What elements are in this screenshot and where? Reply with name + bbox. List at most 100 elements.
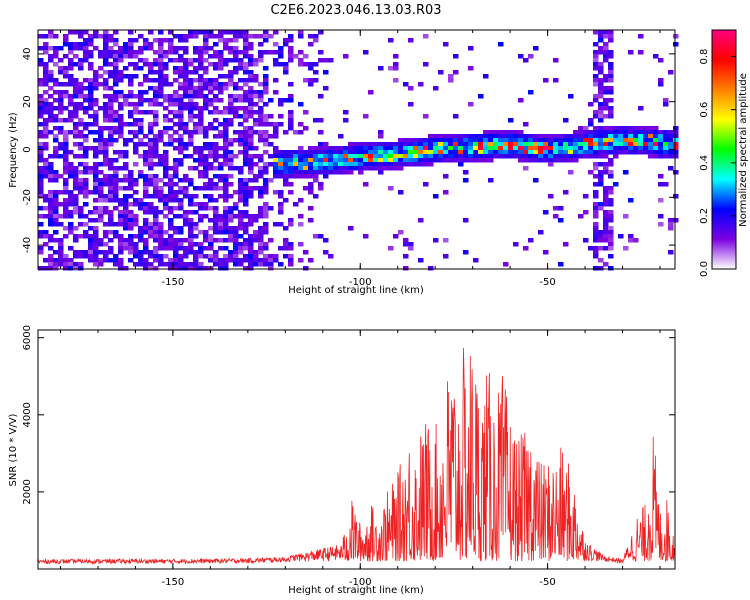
spectrogram-cell xyxy=(568,150,574,155)
spectrogram-cell xyxy=(443,146,449,151)
spectrogram-cell xyxy=(248,262,254,267)
spectrogram-cell xyxy=(273,42,279,47)
spectrogram-cell xyxy=(223,30,229,35)
spectrogram-cell xyxy=(248,142,254,147)
spectrogram-cell xyxy=(128,214,134,219)
spectrogram-cell xyxy=(93,74,99,79)
spectrogram-cell xyxy=(263,254,269,259)
spectrogram-cell xyxy=(38,114,44,119)
spectrogram-cell xyxy=(98,50,104,55)
spectrogram-cell xyxy=(178,70,184,75)
spectrogram-cell xyxy=(453,54,459,59)
spectrogram-cell xyxy=(148,150,154,155)
spectrogram-cell xyxy=(73,194,79,199)
spectrogram-cell xyxy=(108,174,114,179)
spectrogram-cell xyxy=(608,198,614,203)
spectrogram-cell xyxy=(288,150,294,155)
spectrogram-cell xyxy=(313,166,319,171)
spectrogram-cell xyxy=(258,58,264,63)
spectrogram-cell xyxy=(158,230,164,235)
spectrogram-cell xyxy=(148,182,154,187)
spectrogram-cell xyxy=(258,94,264,99)
spectrogram-cell xyxy=(108,210,114,215)
spectrogram-cell xyxy=(283,170,289,175)
spectrogram-cell xyxy=(248,126,254,131)
spectrogram-cell xyxy=(603,146,609,151)
spectrogram-cell xyxy=(188,98,194,103)
spectrogram-cell xyxy=(163,230,169,235)
spectrogram-cell xyxy=(588,138,594,143)
spectrogram-cell xyxy=(233,86,239,91)
spectrogram-cell xyxy=(493,150,499,155)
spectrogram-cell xyxy=(528,90,534,95)
spectrogram-cell xyxy=(38,142,44,147)
spectrogram-cell xyxy=(248,138,254,143)
spectrogram-cell xyxy=(143,142,149,147)
spectrogram-cell xyxy=(163,106,169,111)
spectrogram-cell xyxy=(603,134,609,139)
spectrogram-cell xyxy=(233,50,239,55)
spectrogram-cell xyxy=(348,142,354,147)
spectrogram-cell xyxy=(598,82,604,87)
spectrogram-cell xyxy=(658,198,664,203)
spectrogram-cell xyxy=(593,98,599,103)
spectrogram-cell xyxy=(98,178,104,183)
spectrogram-cell xyxy=(563,158,569,163)
spectrogram-cell xyxy=(213,214,219,219)
spectrogram-cell xyxy=(53,218,59,223)
spectrogram-cell xyxy=(643,142,649,147)
spectrogram-cell xyxy=(458,138,464,143)
spectrogram-cell xyxy=(113,50,119,55)
spectrogram-cell xyxy=(393,154,399,159)
spectrogram-cell xyxy=(43,234,49,239)
spectrogram-cell xyxy=(183,174,189,179)
spectrogram-cell xyxy=(53,54,59,59)
spectrogram-cell xyxy=(633,150,639,155)
spectrogram-cell xyxy=(68,82,74,87)
spectrogram-cell xyxy=(53,210,59,215)
spectrogram-cell xyxy=(153,186,159,191)
spectrogram-cell xyxy=(608,54,614,59)
spectrogram-cell xyxy=(323,174,329,179)
spectrogram-cell xyxy=(48,210,54,215)
spectrogram-cell xyxy=(183,266,189,271)
spectrogram-cell xyxy=(218,38,224,43)
spectrogram-cell xyxy=(398,146,404,151)
spectrogram-cell xyxy=(218,86,224,91)
spectrogram-cell xyxy=(613,142,619,147)
spectrogram-cell xyxy=(413,150,419,155)
spectrogram-cell xyxy=(98,182,104,187)
spectrogram-cell xyxy=(78,234,84,239)
spectrogram-cell xyxy=(248,154,254,159)
spectrogram-cell xyxy=(578,142,584,147)
spectrogram-cell xyxy=(308,162,314,167)
spectrogram-cell xyxy=(153,246,159,251)
spectrogram-cell xyxy=(213,66,219,71)
spectrogram-cell xyxy=(108,214,114,219)
spectrogram-cell xyxy=(608,226,614,231)
spectrogram-cell xyxy=(308,82,314,87)
spectrogram-cell xyxy=(108,246,114,251)
spectrogram-cell xyxy=(248,218,254,223)
spectrogram-cell xyxy=(213,218,219,223)
spectrogram-cell xyxy=(38,158,44,163)
spectrogram-cell xyxy=(168,134,174,139)
spectrogram-cell xyxy=(48,258,54,263)
spectrogram-cell xyxy=(563,138,569,143)
spectrogram-cell xyxy=(118,262,124,267)
spectrogram-cell xyxy=(363,162,369,167)
spectrogram-cell xyxy=(98,150,104,155)
spectrogram-cell xyxy=(83,30,89,35)
spectrogram-cell xyxy=(128,54,134,59)
spectrogram-cell xyxy=(643,150,649,155)
spectrogram-cell xyxy=(138,226,144,231)
spectrogram-cell xyxy=(118,214,124,219)
spectrogram-cell xyxy=(333,166,339,171)
spectrogram-cell xyxy=(658,82,664,87)
spectrogram-cell xyxy=(323,250,329,255)
spectrogram-cell xyxy=(538,138,544,143)
spectrogram-cell xyxy=(158,78,164,83)
spectrogram-cell xyxy=(223,238,229,243)
spectrogram-cell xyxy=(608,190,614,195)
spectrogram-cell xyxy=(308,62,314,67)
